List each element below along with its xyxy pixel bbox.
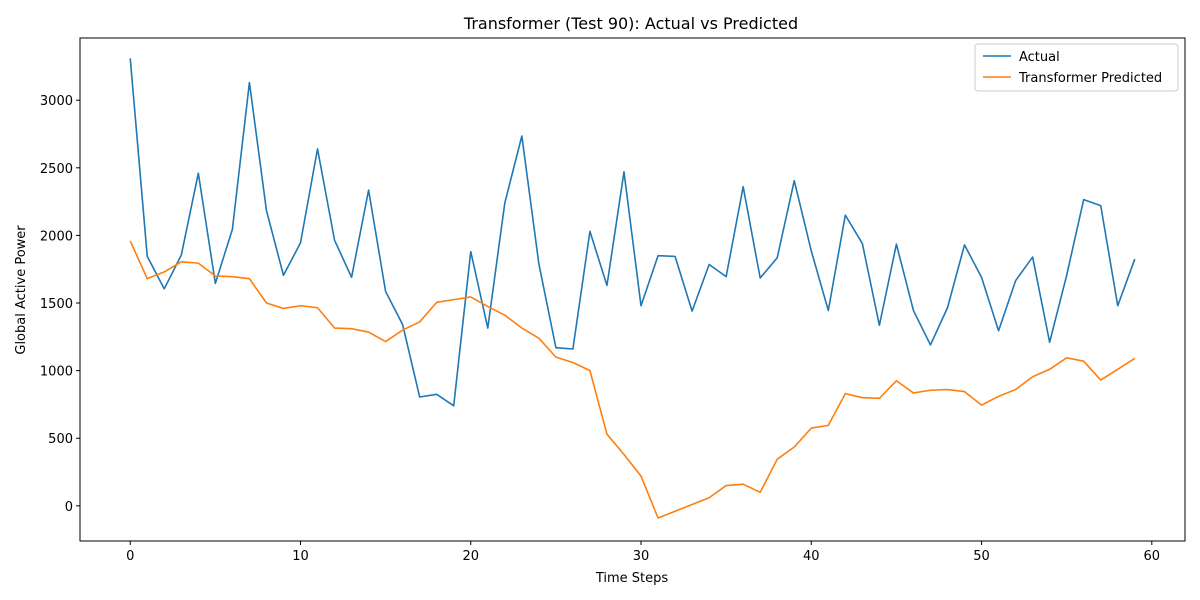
- x-tick-label: 40: [803, 549, 820, 564]
- y-tick-label: 1500: [40, 297, 73, 312]
- y-axis-ticks: 0 500 1000 1500 2000 2500 3000: [40, 94, 80, 515]
- plot-area: [129, 58, 1136, 519]
- legend-box: [974, 43, 1179, 92]
- legend-label-actual: Actual: [1019, 50, 1060, 65]
- series-line-actual: [129, 58, 1136, 407]
- x-tick-label: 0: [126, 549, 134, 564]
- axes-frame: [79, 37, 1186, 542]
- chart-title: Transformer (Test 90): Actual vs Predict…: [463, 14, 798, 33]
- y-tick-label: 0: [65, 500, 73, 515]
- y-tick-label: 3000: [40, 94, 73, 109]
- x-tick-label: 60: [1144, 549, 1161, 564]
- x-tick-label: 50: [973, 549, 990, 564]
- y-tick-label: 2000: [40, 229, 73, 244]
- x-tick-label: 10: [292, 549, 309, 564]
- series-line-predicted: [129, 240, 1136, 519]
- x-axis-ticks: 0 10 20 30 40 50 60: [126, 541, 1160, 564]
- x-axis-label: Time Steps: [595, 571, 669, 586]
- legend: Actual Transformer Predicted: [974, 43, 1179, 92]
- x-tick-label: 30: [633, 549, 650, 564]
- y-tick-label: 1000: [40, 365, 73, 380]
- y-axis-label: Global Active Power: [14, 225, 29, 355]
- legend-label-predicted: Transformer Predicted: [1018, 71, 1162, 86]
- y-tick-label: 500: [48, 432, 73, 447]
- x-tick-label: 20: [462, 549, 479, 564]
- y-tick-label: 2500: [40, 162, 73, 177]
